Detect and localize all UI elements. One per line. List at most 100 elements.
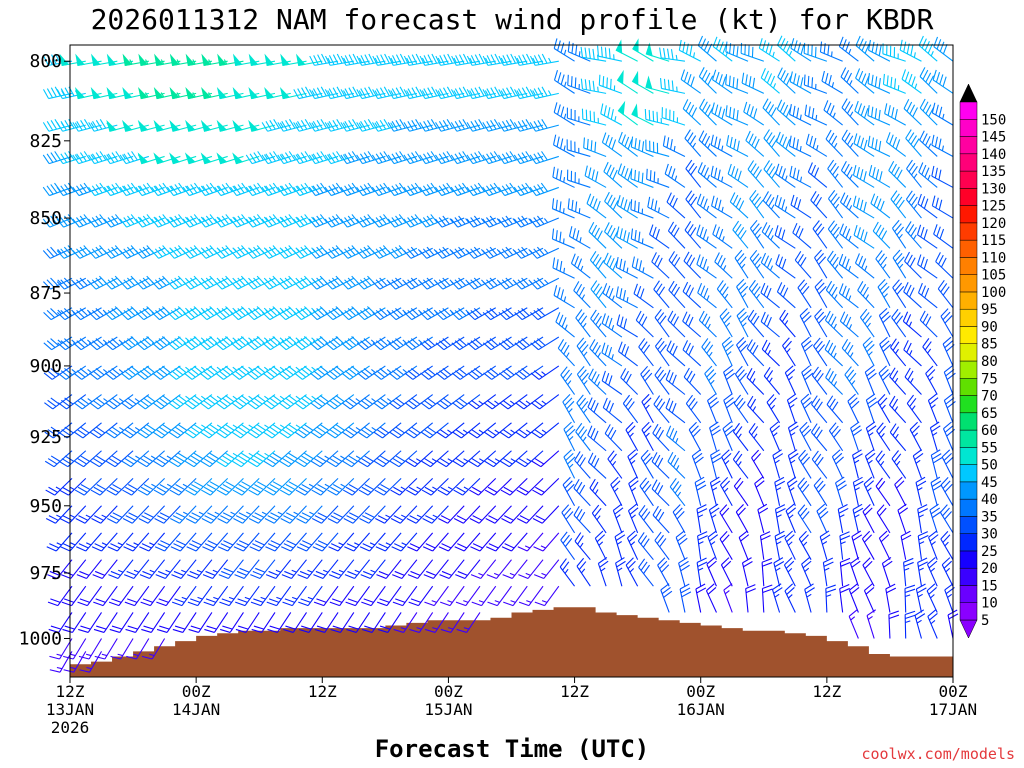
wind-barb bbox=[498, 182, 528, 197]
wind-barb bbox=[262, 394, 292, 410]
wind-barb bbox=[659, 47, 686, 62]
wind-barb bbox=[277, 336, 307, 351]
wind-barb bbox=[356, 53, 386, 66]
wind-barb bbox=[667, 310, 686, 338]
wind-barb bbox=[482, 53, 512, 66]
wind-barb bbox=[108, 585, 134, 607]
wind-barb bbox=[107, 532, 134, 552]
wind-barb bbox=[682, 340, 702, 367]
wind-barb bbox=[371, 151, 402, 165]
colorbar-label: 50 bbox=[981, 458, 998, 474]
wind-barb bbox=[340, 118, 370, 132]
wind-barb bbox=[603, 161, 623, 188]
wind-barb bbox=[186, 532, 213, 552]
wind-barb bbox=[73, 394, 102, 410]
wind-barb bbox=[939, 504, 954, 534]
wind-barb bbox=[78, 612, 102, 633]
wind-barb bbox=[665, 398, 686, 424]
wind-barb bbox=[736, 337, 749, 367]
wind-barb bbox=[551, 198, 575, 219]
wind-barb bbox=[168, 394, 197, 410]
wind-barb bbox=[640, 449, 654, 479]
wind-barb bbox=[72, 151, 102, 165]
wind-barb bbox=[216, 152, 244, 165]
wind-barb bbox=[940, 477, 954, 507]
wind-barb bbox=[484, 450, 512, 468]
wind-barb bbox=[890, 190, 907, 219]
wind-barb bbox=[865, 421, 877, 451]
wind-barb bbox=[344, 559, 371, 579]
wind-barb bbox=[852, 195, 875, 219]
wind-barb bbox=[501, 505, 528, 524]
wind-barb bbox=[697, 531, 708, 560]
wind-barb bbox=[597, 45, 622, 62]
wind-barb bbox=[328, 559, 355, 579]
wind-barb bbox=[312, 532, 339, 552]
wind-barb bbox=[388, 336, 418, 351]
wind-barb bbox=[356, 118, 386, 132]
wind-barb bbox=[187, 559, 213, 579]
x-tick-label: 15JAN bbox=[424, 700, 472, 719]
wind-barb bbox=[156, 612, 181, 633]
wind-barb bbox=[72, 118, 102, 132]
wind-barb bbox=[651, 452, 670, 479]
wind-barb bbox=[736, 278, 749, 309]
wind-barb bbox=[727, 163, 749, 188]
wind-barb bbox=[912, 449, 924, 479]
wind-barb bbox=[372, 336, 402, 351]
wind-barb bbox=[485, 505, 512, 524]
wind-barb bbox=[799, 421, 812, 452]
colorbar-swatch bbox=[959, 464, 978, 483]
colorbar-label: 125 bbox=[981, 199, 1006, 215]
wind-barb bbox=[823, 100, 843, 126]
wind-barb bbox=[280, 505, 307, 524]
wind-barb bbox=[232, 152, 260, 165]
wind-barb bbox=[763, 129, 780, 157]
wind-barb bbox=[917, 531, 929, 560]
wind-barb bbox=[230, 306, 260, 321]
colorbar-swatch bbox=[959, 550, 978, 569]
wind-barb bbox=[918, 162, 938, 188]
wind-barb bbox=[387, 151, 418, 165]
wind-barb bbox=[800, 336, 813, 367]
wind-barb bbox=[766, 394, 781, 424]
wind-barb bbox=[697, 282, 717, 309]
wind-barb bbox=[725, 105, 749, 126]
wind-barb bbox=[261, 182, 291, 197]
wind-barb bbox=[231, 394, 260, 410]
wind-barb bbox=[630, 199, 654, 219]
y-tick-label: 925 bbox=[29, 427, 62, 448]
wind-barb bbox=[906, 394, 922, 424]
wind-barb bbox=[824, 310, 844, 338]
wind-barb bbox=[466, 307, 497, 321]
wind-barb bbox=[262, 365, 292, 380]
wind-barb bbox=[73, 365, 102, 380]
wind-barb bbox=[421, 478, 449, 496]
wind-barb bbox=[552, 257, 575, 279]
wind-barb bbox=[930, 449, 943, 479]
wind-barb bbox=[138, 478, 165, 496]
wind-barb bbox=[602, 283, 623, 309]
wind-barb bbox=[813, 477, 828, 507]
wind-barb bbox=[409, 612, 434, 633]
wind-barb bbox=[515, 394, 544, 410]
colorbar-label: 80 bbox=[981, 354, 998, 370]
wind-barb bbox=[467, 365, 497, 380]
wind-barb bbox=[616, 69, 638, 94]
wind-barb bbox=[622, 394, 639, 424]
colorbar-swatch bbox=[959, 516, 978, 534]
wind-barb bbox=[668, 280, 686, 309]
wind-barb bbox=[43, 307, 73, 321]
wind-barb bbox=[248, 53, 276, 67]
wind-barb bbox=[827, 190, 844, 219]
wind-barb bbox=[466, 53, 496, 66]
wind-barb bbox=[500, 450, 528, 468]
wind-barb bbox=[216, 119, 244, 132]
colorbar-label: 130 bbox=[981, 181, 1006, 197]
wind-barb bbox=[138, 505, 166, 524]
wind-barb bbox=[486, 532, 512, 552]
wind-barb bbox=[249, 532, 276, 552]
wind-barb bbox=[803, 74, 828, 94]
wind-barb bbox=[784, 583, 796, 613]
wind-barb bbox=[639, 477, 654, 507]
